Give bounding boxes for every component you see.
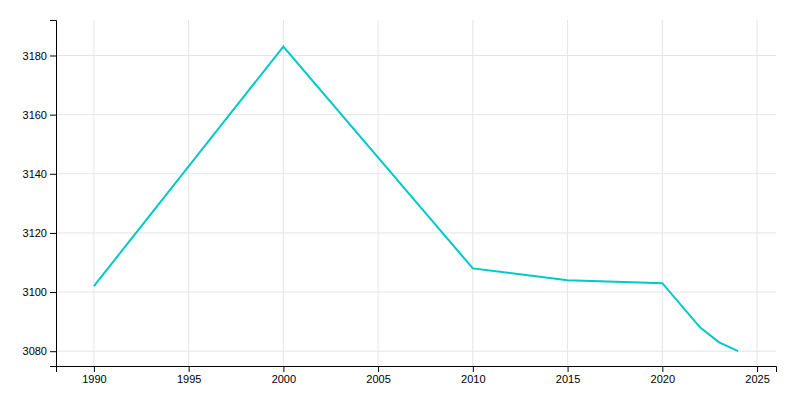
chart-container: 1990 1995 2000 2005 2010 2015 2020 2025 3080 3100…: [0, 0, 800, 400]
y-tick: 3180: [23, 50, 56, 62]
x-tick-label: 2000: [272, 373, 296, 385]
x-tick: 2005: [366, 366, 390, 385]
x-tick-label: 2010: [461, 373, 485, 385]
x-tick-mark: [94, 366, 95, 372]
chart-svg: 1990 1995 2000 2005 2010 2015 2020 2025 3080 3100…: [0, 0, 800, 400]
y-tick: 3120: [23, 227, 56, 239]
y-tick-mark: [50, 233, 56, 234]
y-tick: 3080: [23, 345, 56, 357]
y-grid-line: [56, 173, 776, 174]
x-tick-label: 2020: [651, 373, 675, 385]
y-grid-line: [56, 351, 776, 352]
x-tick-mark: [568, 366, 569, 372]
x-grid-line: [472, 20, 473, 366]
x-tick-label: 2005: [366, 373, 390, 385]
series-group: [94, 47, 738, 352]
x-tick: 1990: [82, 366, 106, 385]
y-tick-mark: [50, 115, 56, 116]
x-grid-line: [757, 20, 758, 366]
y-tick-label: 3180: [23, 50, 47, 62]
y-axis-line: [50, 21, 57, 367]
x-tick-label: 1990: [82, 373, 106, 385]
x-tick: 1995: [177, 366, 201, 385]
x-tick-mark: [662, 366, 663, 372]
y-grid-line: [56, 114, 776, 115]
x-tick-mark: [283, 366, 284, 372]
y-tick-label: 3160: [23, 109, 47, 121]
x-tick: 2000: [272, 366, 296, 385]
x-tick: 2025: [745, 366, 769, 385]
x-grid-line: [93, 20, 94, 366]
x-tick: 2020: [651, 366, 675, 385]
x-axis-line: [57, 367, 777, 373]
x-tick-mark: [189, 366, 190, 372]
x-axis: 1990 1995 2000 2005 2010 2015 2020 2025: [57, 366, 777, 385]
y-tick-label: 3120: [23, 227, 47, 239]
y-tick: 3160: [23, 109, 56, 121]
x-tick-mark: [757, 366, 758, 372]
y-tick: 3140: [23, 168, 56, 180]
grid: [56, 20, 776, 366]
y-grid-line: [56, 292, 776, 293]
y-tick-label: 3140: [23, 168, 47, 180]
x-tick-label: 2025: [745, 373, 769, 385]
x-tick-label: 2015: [556, 373, 580, 385]
y-tick: 3100: [23, 286, 56, 298]
y-tick-label: 3100: [23, 286, 47, 298]
x-grid-line: [188, 20, 189, 366]
y-tick-mark: [50, 351, 56, 352]
x-tick-mark: [473, 366, 474, 372]
x-tick-mark: [378, 366, 379, 372]
y-grid-line: [56, 232, 776, 233]
plot-area: 1990 1995 2000 2005 2010 2015 2020 2025 3080 3100…: [23, 20, 777, 385]
y-tick-label: 3080: [23, 345, 47, 357]
x-tick-label: 1995: [177, 373, 201, 385]
y-grid-line: [56, 55, 776, 56]
y-axis: 3080 3100 3120 3140 3160 3180: [23, 21, 57, 367]
x-grid-line: [378, 20, 379, 366]
y-tick-mark: [50, 174, 56, 175]
x-grid-line: [567, 20, 568, 366]
x-tick: 2015: [556, 366, 580, 385]
data-line: [94, 47, 738, 352]
y-tick-mark: [50, 55, 56, 56]
x-grid-line: [662, 20, 663, 366]
y-tick-mark: [50, 292, 56, 293]
x-grid-line: [283, 20, 284, 366]
x-tick: 2010: [461, 366, 485, 385]
